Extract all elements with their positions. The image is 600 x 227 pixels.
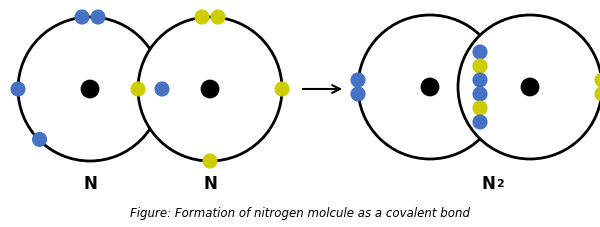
Circle shape (82, 82, 98, 98)
Circle shape (473, 116, 487, 129)
Circle shape (138, 18, 282, 161)
Circle shape (351, 88, 365, 101)
Circle shape (91, 11, 105, 25)
Circle shape (351, 74, 365, 88)
Circle shape (131, 83, 145, 96)
Circle shape (595, 88, 600, 101)
Circle shape (595, 74, 600, 88)
Circle shape (75, 11, 89, 25)
Circle shape (473, 74, 487, 88)
Circle shape (473, 88, 487, 101)
Text: N: N (481, 174, 495, 192)
Circle shape (11, 83, 25, 96)
Circle shape (358, 16, 502, 159)
Circle shape (522, 80, 538, 96)
Text: N: N (203, 174, 217, 192)
Text: 2: 2 (496, 178, 504, 188)
Text: Figure: Formation of nitrogen molcule as a covalent bond: Figure: Formation of nitrogen molcule as… (130, 206, 470, 219)
Circle shape (203, 154, 217, 168)
Circle shape (275, 83, 289, 96)
Circle shape (211, 11, 225, 25)
Circle shape (32, 133, 47, 147)
Text: N: N (83, 174, 97, 192)
Circle shape (155, 83, 169, 96)
Circle shape (473, 60, 487, 74)
Circle shape (458, 16, 600, 159)
Circle shape (202, 82, 218, 98)
Circle shape (18, 18, 162, 161)
Circle shape (473, 101, 487, 116)
Circle shape (422, 80, 438, 96)
Circle shape (473, 46, 487, 60)
Circle shape (195, 11, 209, 25)
